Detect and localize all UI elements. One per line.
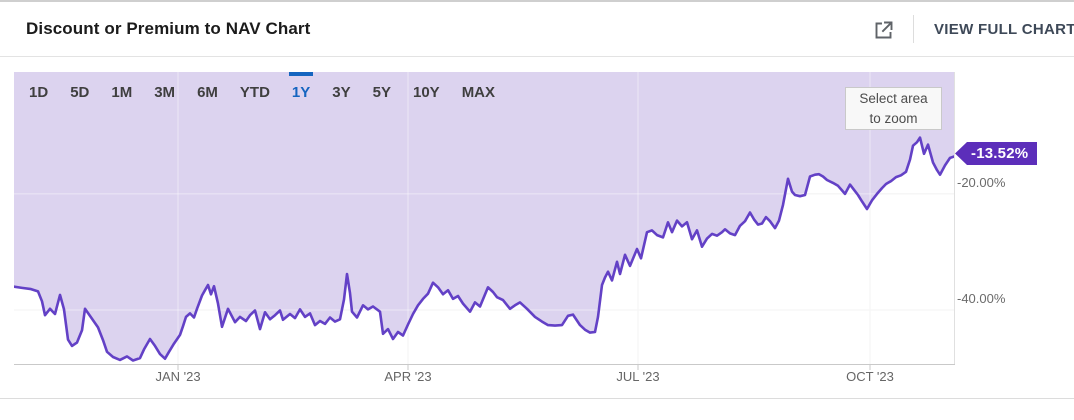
zoom-hint-line1: Select area [859, 91, 928, 106]
view-full-chart-button[interactable]: VIEW FULL CHART [934, 21, 1074, 38]
last-value-badge: -13.52% [955, 142, 1038, 165]
chart-header: Discount or Premium to NAV Chart VIEW FU… [0, 2, 1074, 57]
range-option-ytd[interactable]: YTD [239, 84, 270, 101]
x-axis-tick-label: JAN '23 [155, 369, 201, 384]
range-option-max[interactable]: MAX [461, 84, 496, 101]
x-axis-tick-label: JUL '23 [616, 369, 660, 384]
y-axis-tick-label: -20.00% [957, 174, 1006, 190]
range-selector: 1D 5D 1M 3M 6M YTD 1Y 3Y 5Y 10Y MAX [14, 72, 495, 102]
zoom-hint: Select area to zoom [845, 87, 942, 130]
y-axis-tick-label: -40.00% [957, 290, 1006, 306]
external-link-icon[interactable] [872, 18, 896, 42]
range-option-5y[interactable]: 5Y [372, 84, 391, 101]
range-option-1d[interactable]: 1D [29, 84, 49, 101]
chart-area: 1D 5D 1M 3M 6M YTD 1Y 3Y 5Y 10Y MAX Select area to… [14, 72, 955, 384]
range-option-6m[interactable]: 6M [197, 84, 218, 101]
nav-chart-svg[interactable] [14, 72, 955, 384]
range-option-3m[interactable]: 3M [154, 84, 176, 101]
range-option-5d[interactable]: 5D [70, 84, 90, 101]
range-option-1m[interactable]: 1M [111, 84, 133, 101]
zoom-hint-line2: to zoom [869, 111, 918, 126]
widget-bottom-border [0, 398, 1074, 399]
page-title: Discount or Premium to NAV Chart [26, 19, 311, 38]
x-axis-tick-label: OCT '23 [846, 369, 894, 384]
range-option-3y[interactable]: 3Y [332, 84, 351, 101]
header-divider [913, 15, 914, 43]
range-option-1y[interactable]: 1Y [291, 84, 311, 101]
range-option-10y[interactable]: 10Y [412, 84, 440, 101]
x-axis-tick-label: APR '23 [384, 369, 432, 384]
